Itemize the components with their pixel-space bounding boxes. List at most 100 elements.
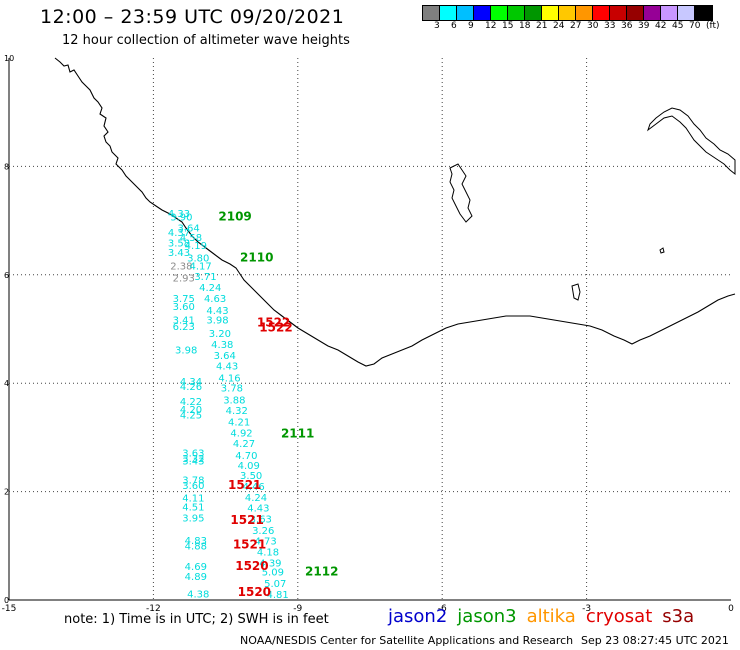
pass-time-label: 1520 [238, 585, 271, 599]
pass-time-label: 2110 [240, 250, 273, 264]
swh-value: 3.63 [182, 448, 204, 459]
map-subtitle: 12 hour collection of altimeter wave hei… [62, 33, 350, 48]
colorbar-swatch [508, 6, 525, 20]
colorbar-label: (ft) [706, 21, 720, 31]
swh-value: 4.38 [187, 589, 209, 600]
swh-value: 4.69 [185, 562, 207, 573]
x-tick-label: -9 [293, 604, 302, 614]
y-tick-label: 6 [4, 271, 9, 280]
legend-entry-jason3: jason3 [457, 606, 517, 627]
x-tick-label: -3 [582, 604, 591, 614]
colorbar-label: 36 [621, 21, 633, 31]
swh-value: 4.18 [257, 548, 279, 559]
colorbar-label: 9 [468, 21, 474, 31]
swh-value: 3.20 [209, 329, 231, 340]
colorbar-swatch [491, 6, 508, 20]
swh-value: 3.78 [221, 383, 243, 394]
swh-value: 3.64 [177, 223, 199, 234]
y-tick-label: 8 [4, 162, 9, 171]
colorbar-label: 6 [451, 21, 457, 31]
legend-entry-s3a: s3a [662, 606, 695, 627]
y-tick-label: 2 [4, 488, 9, 497]
swh-value: 4.58 [180, 233, 202, 244]
swh-value: 3.78 [182, 475, 204, 486]
swh-value: 3.60 [182, 481, 204, 492]
swh-value: 3.63 [250, 514, 272, 525]
colorbar-label: 33 [604, 21, 616, 31]
colorbar-label: 70 [689, 21, 701, 31]
swh-value: 4.32 [226, 406, 248, 417]
island-outline [571, 283, 581, 301]
swh-value: 3.98 [175, 345, 197, 356]
colorbar-swatch [593, 6, 610, 20]
swh-value: 4.63 [204, 294, 226, 305]
colorbar-swatch [610, 6, 627, 20]
observations: 4.333.903.644.374.583.584.193.433.802.38… [168, 209, 289, 601]
y-tick-label: 0 [4, 596, 9, 605]
swh-value: 4.83 [185, 536, 207, 547]
colorbar-label: 15 [502, 21, 514, 31]
island-outline [449, 163, 473, 223]
colorbar-label: 24 [553, 21, 565, 31]
colorbar-swatch [695, 6, 712, 20]
swh-value: 4.19 [185, 241, 207, 252]
colorbar-swatch [661, 6, 678, 20]
swh-value: 3.75 [173, 294, 195, 305]
pass-time-label: 1520 [235, 559, 268, 573]
swh-value: 4.81 [267, 590, 289, 601]
map-title: 12:00 – 23:59 UTC 09/20/2021 [40, 6, 345, 28]
colorbar-swatch [644, 6, 661, 20]
y-tick-label: 10 [4, 54, 14, 63]
swh-value: 4.27 [233, 439, 255, 450]
colorbar-label: 27 [570, 21, 582, 31]
swh-value: 4.09 [238, 461, 260, 472]
footer-note: note: 1) Time is in UTC; 2) SWH is in fe… [64, 612, 329, 627]
swh-value: 4.73 [254, 537, 276, 548]
swh-value: 3.60 [173, 302, 195, 313]
swh-value: 4.46 [242, 482, 264, 493]
colorbar-label: 30 [587, 21, 599, 31]
swh-value: 4.43 [247, 504, 269, 515]
coastline-west-africa [54, 57, 736, 367]
swh-value: 3.26 [252, 526, 274, 537]
swh-value: 5.07 [264, 579, 286, 590]
swh-value: 4.37 [168, 228, 190, 239]
swh-value: 3.90 [170, 213, 192, 224]
swh-value: 4.89 [185, 572, 207, 583]
swh-value: 3.43 [182, 457, 204, 468]
swh-value: 4.26 [180, 382, 202, 393]
colorbar-swatch [678, 6, 695, 20]
swh-value: 4.11 [182, 493, 204, 504]
x-tick-label: 0 [728, 604, 734, 614]
colorbar-swatch [525, 6, 542, 20]
legend-entry-jason2: jason2 [388, 606, 448, 627]
timestamp-text: Sep 23 08:27:45 UTC 2021 [581, 634, 729, 647]
swh-value: 6.23 [173, 322, 195, 333]
x-tick-label: -12 [146, 604, 161, 614]
satellite-legend: jason2 jason3 altika cryosat s3a [388, 606, 704, 627]
colorbar-label: 21 [536, 21, 548, 31]
colorbar-label: 3 [434, 21, 440, 31]
swh-value: 4.20 [180, 405, 202, 416]
swh-value: 4.51 [182, 503, 204, 514]
swh-value: 4.24 [245, 493, 267, 504]
colorbar-label: 45 [672, 21, 684, 31]
pass-time-label: 2111 [281, 426, 314, 440]
colorbar-label: 39 [638, 21, 650, 31]
swh-value: 3.58 [168, 239, 190, 250]
y-tick-label: 4 [4, 379, 9, 388]
x-tick-label: -15 [2, 604, 17, 614]
swh-value: 3.95 [182, 513, 204, 524]
colorbar [422, 5, 713, 21]
swh-value: 3.50 [240, 471, 262, 482]
swh-value: 4.17 [190, 261, 212, 272]
pass-time-label: 1522 [257, 315, 290, 329]
swh-value: 5.09 [262, 568, 284, 579]
legend-entry-altika: altika [526, 606, 576, 627]
colorbar-swatch [423, 6, 440, 20]
colorbar-swatch [457, 6, 474, 20]
colorbar-label: 42 [655, 21, 667, 31]
pass-time-label: 1521 [233, 538, 266, 552]
